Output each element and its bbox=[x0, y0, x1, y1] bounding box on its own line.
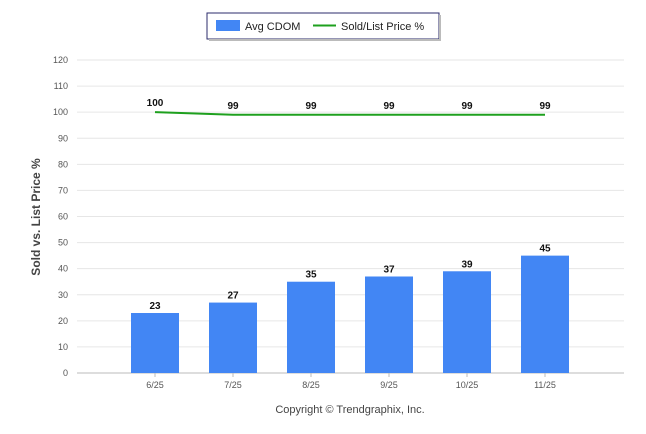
line-value-label: 99 bbox=[461, 101, 473, 112]
y-tick-label: 60 bbox=[58, 212, 68, 222]
x-tick-label: 6/25 bbox=[146, 380, 164, 390]
legend-label-avg-cdom: Avg CDOM bbox=[245, 21, 300, 33]
bar-avg-cdom bbox=[365, 276, 413, 373]
legend-shadow bbox=[439, 15, 441, 41]
y-axis-label: Sold vs. List Price % bbox=[29, 158, 43, 276]
bar-avg-cdom bbox=[131, 313, 179, 373]
y-tick-label: 20 bbox=[58, 316, 68, 326]
bar-value-label: 35 bbox=[305, 270, 317, 281]
x-tick-label: 11/25 bbox=[534, 380, 556, 390]
y-tick-label: 120 bbox=[53, 55, 68, 65]
bar-value-label: 39 bbox=[461, 259, 473, 270]
line-value-label: 99 bbox=[227, 101, 239, 112]
bar-avg-cdom bbox=[521, 255, 569, 373]
bar-value-label: 45 bbox=[539, 244, 551, 255]
line-value-label: 99 bbox=[539, 101, 551, 112]
x-tick-label: 8/25 bbox=[302, 380, 320, 390]
bar-avg-cdom bbox=[209, 302, 257, 373]
bar-value-label: 27 bbox=[227, 291, 239, 302]
bar-avg-cdom bbox=[287, 281, 335, 373]
line-value-label: 99 bbox=[383, 101, 395, 112]
y-tick-label: 80 bbox=[58, 159, 68, 169]
line-series bbox=[154, 111, 545, 116]
bar-value-label: 37 bbox=[383, 264, 395, 275]
y-tick-label: 110 bbox=[54, 81, 68, 91]
y-tick-label: 40 bbox=[58, 264, 68, 274]
bars bbox=[131, 255, 569, 373]
bar-avg-cdom bbox=[443, 271, 491, 373]
legend-shadow-bottom bbox=[209, 39, 441, 41]
y-tick-label: 10 bbox=[58, 342, 68, 352]
bar-value-label: 23 bbox=[149, 301, 161, 312]
line-sold-list-price bbox=[154, 111, 545, 116]
y-tick-label: 90 bbox=[58, 133, 68, 143]
bar-labels: 23 27 35 37 39 45 bbox=[149, 244, 551, 312]
y-tick-label: 100 bbox=[53, 107, 68, 117]
legend: Avg CDOM Sold/List Price % bbox=[206, 12, 441, 41]
y-ticks: 0 10 20 30 40 50 60 70 80 90 100 110 120 bbox=[53, 55, 68, 378]
legend-swatch-avg-cdom bbox=[216, 20, 240, 31]
line-value-label: 99 bbox=[305, 101, 317, 112]
y-tick-label: 0 bbox=[63, 368, 68, 378]
legend-label-sold-list: Sold/List Price % bbox=[341, 21, 424, 33]
line-labels: 100 99 99 99 99 99 bbox=[147, 98, 551, 112]
y-tick-label: 70 bbox=[58, 185, 68, 195]
y-tick-label: 30 bbox=[58, 290, 68, 300]
x-tick-label: 9/25 bbox=[380, 380, 398, 390]
x-ticks: 6/25 7/25 8/25 9/25 10/25 11/25 bbox=[146, 373, 556, 390]
line-value-label: 100 bbox=[147, 98, 164, 109]
copyright-credit: Copyright © Trendgraphix, Inc. bbox=[275, 404, 424, 416]
x-tick-label: 7/25 bbox=[224, 380, 242, 390]
x-tick-label: 10/25 bbox=[456, 380, 479, 390]
y-tick-label: 50 bbox=[58, 238, 68, 248]
